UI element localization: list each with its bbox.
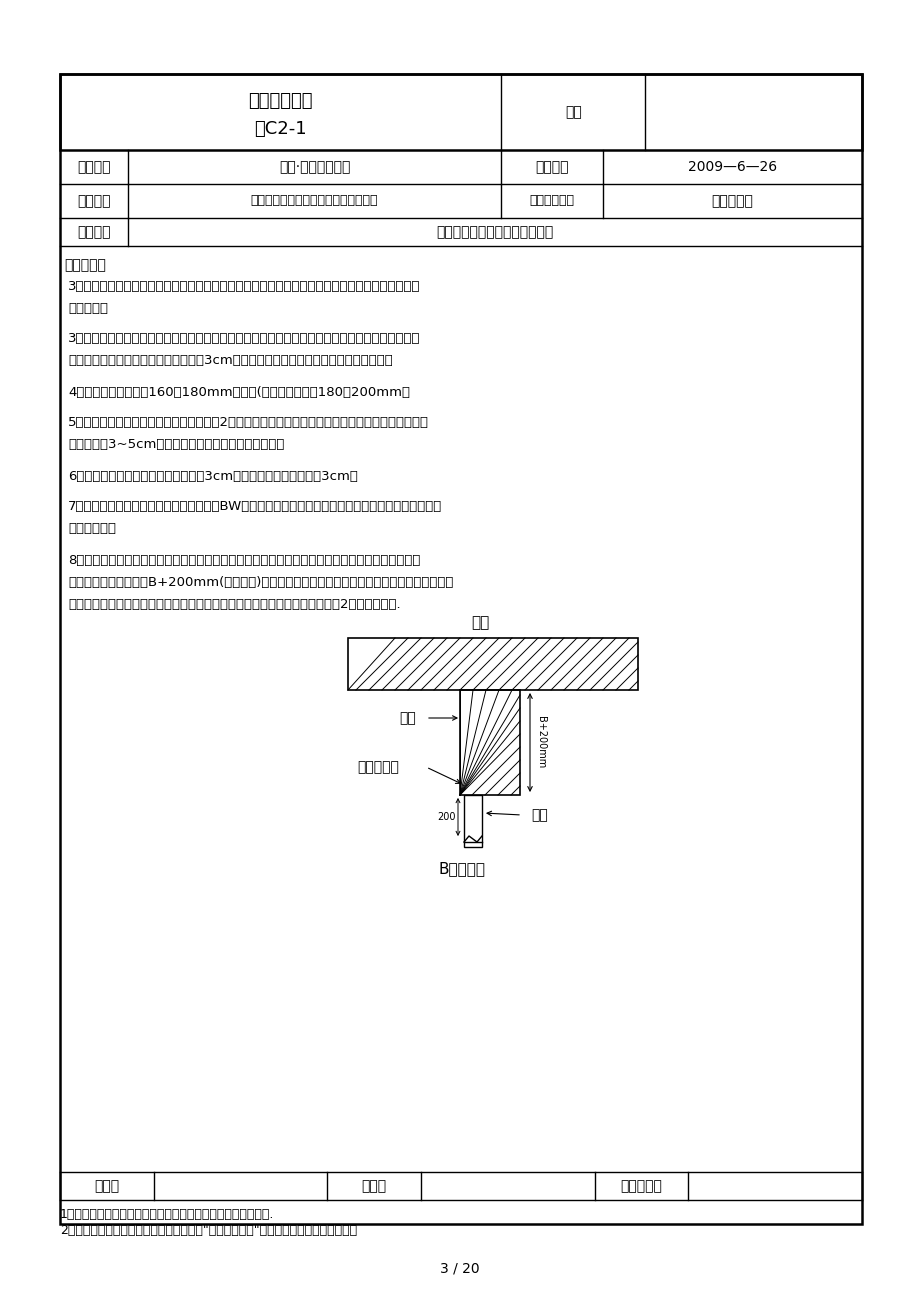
Text: 双层钢丝网: 双层钢丝网 xyxy=(357,760,399,773)
Text: 交底日期: 交底日期 xyxy=(535,160,568,174)
Text: 2009—6—26: 2009—6—26 xyxy=(687,160,777,174)
Text: 3、作业准备：浇筑前必须将模板内的垃圾、灰土等杂物及钢筋上的污染清除干净，检查保护层垫块: 3、作业准备：浇筑前必须将模板内的垃圾、灰土等杂物及钢筋上的污染清除干净，检查保… xyxy=(68,280,420,293)
Text: 接受交底人: 接受交底人 xyxy=(619,1180,662,1193)
Bar xyxy=(463,796,482,848)
Text: 外墙: 外墙 xyxy=(471,616,489,630)
Text: 编号: 编号 xyxy=(564,105,581,118)
Text: 金沙·鹭岛一期工程: 金沙·鹭岛一期工程 xyxy=(278,160,350,174)
Text: 7、外墙水平施工缝：按照图纸要求，采用BW注浆遇水膨胀止水条，即底板外返墙沿外墙周圈设置遇水: 7、外墙水平施工缝：按照图纸要求，采用BW注浆遇水膨胀止水条，即底板外返墙沿外墙… xyxy=(68,500,442,513)
Text: 3 / 20: 3 / 20 xyxy=(439,1262,480,1275)
Text: 地下墙、柱混凝土浇筑技术交底: 地下墙、柱混凝土浇筑技术交底 xyxy=(436,225,553,240)
Text: 中铁建设集团有限公司金沙鹭岛项目部: 中铁建设集团有限公司金沙鹭岛项目部 xyxy=(251,194,378,207)
Text: 施工单位: 施工单位 xyxy=(77,194,110,208)
Bar xyxy=(347,638,637,690)
Text: 墙交接处向内墙方向返B+200mm(为暗柱长)左右设双层钢板网拦截，使用绑扎丝将钢板网与墙立筋: 墙交接处向内墙方向返B+200mm(为暗柱长)左右设双层钢板网拦截，使用绑扎丝将… xyxy=(68,575,453,589)
Text: 交底内容：: 交底内容： xyxy=(64,258,106,272)
Bar xyxy=(60,74,861,1224)
Text: 4、坍落度：独立柱为160－180mm，墙体(包括连墙柱）为180－200mm。: 4、坍落度：独立柱为160－180mm，墙体(包括连墙柱）为180－200mm。 xyxy=(68,385,410,398)
Text: 交底提要: 交底提要 xyxy=(77,225,110,240)
Text: 1、本表由施工单位填写，交底单位与接受交底单位各保存一份.: 1、本表由施工单位填写，交底单位与接受交底单位各保存一份. xyxy=(60,1208,274,1221)
Text: 技术交底记录: 技术交底记录 xyxy=(248,92,312,111)
Text: 200: 200 xyxy=(437,812,456,822)
Text: 膨胀止水条。: 膨胀止水条。 xyxy=(68,522,116,535)
Text: 配合比砂浆3~5cm，然后再浇筑砼，砂浆用铁锹入模。: 配合比砂浆3~5cm，然后再浇筑砼，砂浆用铁锹入模。 xyxy=(68,439,284,452)
Text: 3、因梁、板与墙、柱一起浇注过程中当墙板混凝土强度不一致时，先用塔吊或者布料机浇注柱核心: 3、因梁、板与墙、柱一起浇注过程中当墙板混凝土强度不一致时，先用塔吊或者布料机浇… xyxy=(68,332,420,345)
Text: 是否垫好；: 是否垫好； xyxy=(68,302,108,315)
Text: 暗柱: 暗柱 xyxy=(399,711,416,725)
Bar xyxy=(60,74,861,150)
Text: 工程名称: 工程名称 xyxy=(77,160,110,174)
Text: 表C2-1: 表C2-1 xyxy=(254,121,307,138)
Text: 交底人: 交底人 xyxy=(361,1180,386,1193)
Text: 混凝土工程: 混凝土工程 xyxy=(710,194,753,208)
Text: 6、浇筑标高：柱浇筑高度为比梁底高3cm。墙浇筑高度为比板底高3cm。: 6、浇筑标高：柱浇筑高度为比梁底高3cm。墙浇筑高度为比板底高3cm。 xyxy=(68,470,357,483)
Text: 分项工程名称: 分项工程名称 xyxy=(529,194,574,207)
Text: 8、地下室内、外墙交接处，因外墙为抗渗砼而内墙为非抗渗砼，故采取措施防止两种砼互流。内外: 8、地下室内、外墙交接处，因外墙为抗渗砼而内墙为非抗渗砼，故采取措施防止两种砼互… xyxy=(68,553,420,566)
Text: 2、当做分项工程施工技术交底时，应填写"分项工程名称"栏，其他技术交底可不填写。: 2、当做分项工程施工技术交底时，应填写"分项工程名称"栏，其他技术交底可不填写。 xyxy=(60,1224,357,1237)
Text: 绑扎牢固。分层交圈浇筑，每层先浇外墙砼，再浇筑内墙砼，接茬时间不大于2小时，如下图.: 绑扎牢固。分层交圈浇筑，每层先浇外墙砼，再浇筑内墙砼，接茬时间不大于2小时，如下… xyxy=(68,598,400,611)
Text: 区的混凝土，内墙浇筑高度为比板底高3cm，浇注完毕墙体后，在初凝前浇注板混凝土。: 区的混凝土，内墙浇筑高度为比板底高3cm，浇注完毕墙体后，在初凝前浇注板混凝土。 xyxy=(68,354,392,367)
Bar xyxy=(460,690,519,796)
Text: B为暗柱长: B为暗柱长 xyxy=(438,862,485,876)
Text: 审核人: 审核人 xyxy=(94,1180,119,1193)
Text: 内墙: 内墙 xyxy=(531,809,548,822)
Text: 5、浇筑砼前，将墙、柱底施工缝处砼提前2小时撒水湿润，但不得积水；浇筑砼时在柱底先浇筑同砼: 5、浇筑砼前，将墙、柱底施工缝处砼提前2小时撒水湿润，但不得积水；浇筑砼时在柱底… xyxy=(68,417,428,430)
Text: B+200mm: B+200mm xyxy=(536,716,545,768)
